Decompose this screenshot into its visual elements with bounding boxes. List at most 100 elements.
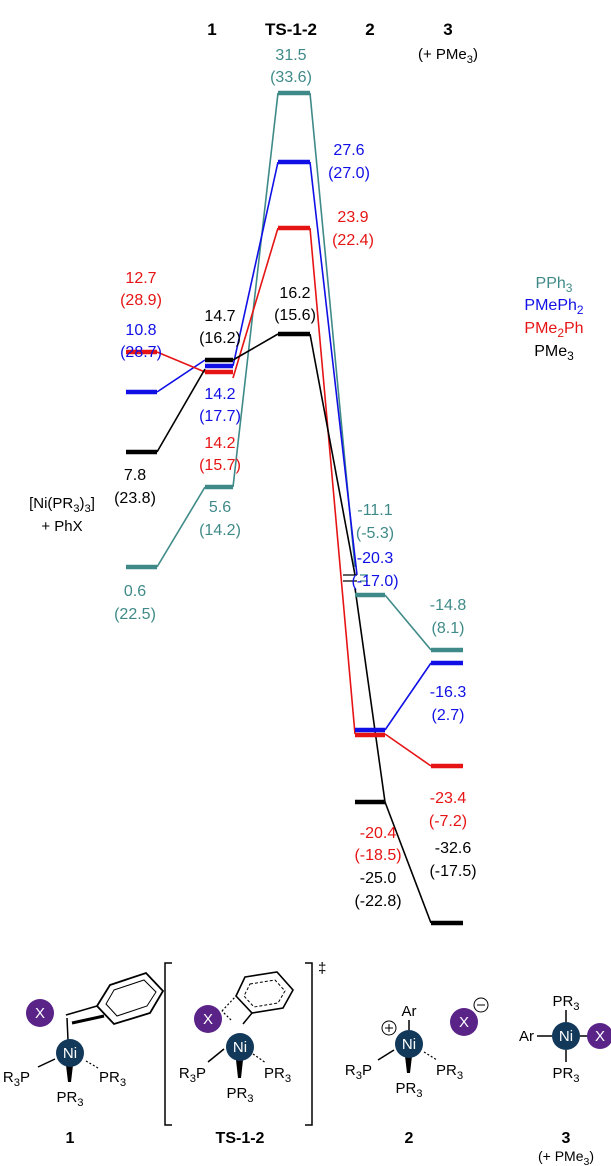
s2-r3p-left: R3P — [345, 1062, 372, 1082]
label-3-pmeph2-b: (2.7) — [432, 707, 465, 724]
ts-bond-ni-x — [221, 1010, 232, 1021]
connector-pme3-b — [232, 333, 279, 361]
label-start-pmeph2-a: 10.8 — [125, 322, 156, 339]
label-3-pph3-b: (8.1) — [432, 620, 465, 637]
header-1: 1 — [207, 20, 216, 39]
label-2-pmeph2-b: (-17.0) — [351, 573, 398, 590]
label-ts-pmeph2-b: (27.0) — [328, 165, 370, 182]
s1-bond-ni-p-left — [37, 1058, 56, 1068]
structure-1: X Ni R3P PR3 PR3 — [3, 971, 165, 1109]
ts-wedge-bond — [236, 1060, 243, 1078]
s1-bold-bond — [71, 1014, 105, 1025]
header-ts: TS-1-2 — [265, 20, 317, 39]
s3-ar-label: Ar — [519, 1028, 534, 1045]
label-ts-pph3-b: (33.6) — [270, 69, 312, 86]
label-2-pme2ph-a: -20.4 — [360, 825, 397, 842]
connector-pph3-a — [156, 486, 206, 568]
energy-levels — [126, 90, 463, 926]
connector-pme2ph-c — [309, 227, 356, 735]
label-3-pme2ph-b: (-7.2) — [429, 813, 467, 830]
label-3-pme2ph-a: -23.4 — [430, 790, 467, 807]
ts-bond-ni-p-left — [207, 1048, 225, 1063]
ts-bracket-left — [164, 962, 172, 1126]
s1-ni-atom — [56, 1039, 84, 1067]
structure-label-3: 3 — [562, 1130, 571, 1147]
connector-pme2ph-d — [384, 733, 432, 767]
ts-ni-label: Ni — [233, 1039, 247, 1056]
axis-break-marks — [343, 574, 368, 582]
s1-x-label: X — [35, 1005, 45, 1022]
s3-x-label: X — [595, 1028, 605, 1045]
s2-ni-atom — [395, 1030, 423, 1058]
label-1-pmeph2-b: (17.7) — [199, 408, 241, 425]
s2-plus-glyph — [385, 1024, 393, 1032]
s3-ni-atom — [552, 1022, 580, 1050]
label-ts-pph3-a: 31.5 — [275, 47, 306, 64]
structure-labels: 1 TS-1-2 2 3 — [66, 1130, 571, 1147]
energy-value-labels: 12.7 (28.9) 10.8 (28.7) 7.8 (23.8) 0.6 (… — [114, 47, 476, 910]
connectors — [156, 92, 432, 924]
s3-x-atom — [587, 1023, 611, 1049]
ts-pr3-right: PR3 — [264, 1065, 291, 1085]
label-1-pph3-b: (14.2) — [199, 522, 241, 539]
structure-label-2: 2 — [405, 1130, 414, 1147]
connector-pme2ph-b — [232, 227, 279, 379]
connector-pph3-d — [384, 594, 432, 651]
s3-pr3-top: PR3 — [552, 993, 579, 1013]
header-3: 3 — [443, 20, 452, 39]
label-3-pph3-a: -14.8 — [430, 597, 467, 614]
structure-label-1: 1 — [66, 1130, 75, 1147]
s3-ni-label: Ni — [559, 1028, 573, 1045]
connector-pme3-a — [156, 368, 206, 453]
s1-ni-label: Ni — [63, 1045, 77, 1062]
s1-r3p-left: R3P — [3, 1069, 30, 1089]
s1-pr3-bottom: PR3 — [56, 1089, 83, 1109]
label-start-pme2ph-a: 12.7 — [125, 270, 156, 287]
label-1-pme3-b: (16.2) — [199, 330, 241, 347]
legend-pme3: PMe3 — [534, 343, 574, 363]
s2-bond-ni-p-left — [377, 1049, 395, 1061]
ts-x-atom — [194, 1005, 222, 1033]
label-start-pph3-b: (22.5) — [114, 606, 156, 623]
label-3-pmeph2-a: -16.3 — [430, 684, 467, 701]
s2-ni-label: Ni — [402, 1036, 416, 1053]
s1-benzene-ring — [95, 971, 165, 1026]
label-start-pmeph2-b: (28.7) — [120, 344, 162, 361]
s1-bond-ni-aryl — [66, 1017, 69, 1041]
connector-pmeph2-a — [156, 359, 206, 393]
label-1-pme2ph-b: (15.7) — [199, 457, 241, 474]
ts-bond-x-ring — [221, 995, 237, 1012]
label-2-pme3-a: -25.0 — [360, 870, 397, 887]
ts-ni-atom — [226, 1033, 254, 1061]
label-ts-pme2ph-a: 23.9 — [337, 209, 368, 226]
legend-pmeph2: PMePh2 — [524, 297, 583, 317]
connector-pme3-e — [384, 801, 432, 924]
ts-pr3-bottom: PR3 — [226, 1085, 253, 1105]
label-ts-pme3-a: 16.2 — [279, 285, 310, 302]
label-start-pph3-a: 0.6 — [124, 583, 146, 600]
structure-label-3-note: (+ PMe3) — [538, 1148, 594, 1166]
label-1-pme3-a: 14.7 — [204, 308, 235, 325]
structure-3: PR3 Ar Ni X PR3 — [519, 993, 611, 1085]
label-1-pme2ph-a: 14.2 — [204, 435, 235, 452]
s2-x-anion — [450, 1008, 478, 1036]
column-headers: 1 TS-1-2 2 3 — [207, 20, 452, 39]
legend: PPh3 PMePh2 PMe2Ph PMe3 — [524, 275, 583, 363]
s2-x-label: X — [459, 1014, 469, 1031]
label-ts-pmeph2-a: 27.6 — [333, 142, 364, 159]
header-3-note: (+ PMe3) — [418, 46, 478, 66]
ts-dagger: ‡ — [318, 960, 326, 977]
structure-label-ts: TS-1-2 — [216, 1130, 265, 1147]
connector-pme2ph-a — [156, 351, 206, 373]
s2-ar-label: Ar — [402, 1003, 417, 1020]
s2-bond-ni-p-right — [423, 1051, 438, 1061]
label-start-pme2ph-b: (28.9) — [120, 292, 162, 309]
legend-pph3: PPh3 — [536, 275, 573, 295]
connector-pmeph2-d — [384, 662, 432, 731]
ts-bond-ni-ring — [242, 1012, 253, 1025]
connector-pph3-b — [232, 92, 279, 488]
ts-bracket-right — [305, 962, 313, 1126]
structures: X Ni R3P PR3 PR3 ‡ X Ni — [3, 960, 611, 1166]
label-3-pme3-b: (-17.5) — [429, 863, 476, 880]
